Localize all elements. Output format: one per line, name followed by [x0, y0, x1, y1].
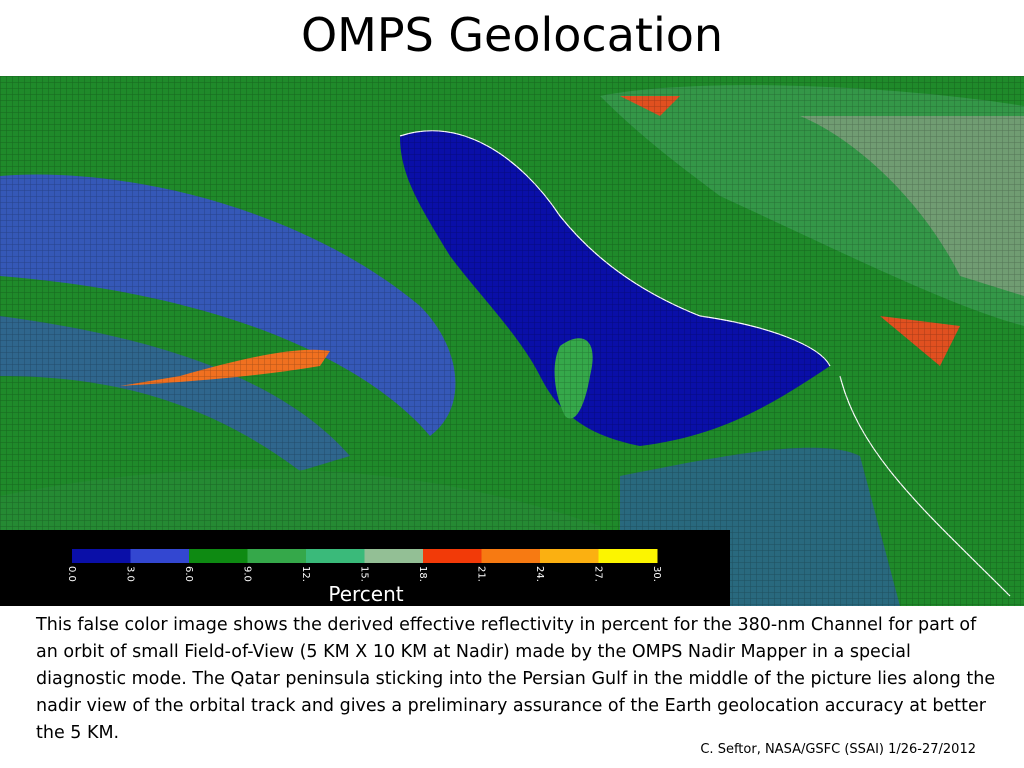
slide-title: OMPS Geolocation [300, 8, 724, 62]
colorbar-segment [540, 549, 599, 563]
colorbar-tick-label: 0.0 [66, 566, 77, 582]
colorbar-segment [598, 549, 658, 563]
colorbar-tick-label: 15. [359, 566, 370, 582]
colorbar-segment [247, 549, 307, 563]
colorbar-segment [130, 549, 190, 563]
caption: This false color image shows the derived… [36, 615, 996, 743]
colorbar-segment [72, 549, 131, 563]
colorbar-segment [423, 549, 482, 563]
colorbar-tick-label: 24. [534, 566, 545, 582]
colorbar-tick-label: 21. [476, 566, 487, 582]
colorbar-segment [306, 549, 365, 563]
colorbar-background [0, 530, 730, 606]
colorbar-segment [364, 549, 424, 563]
colorbar-tick-label: 9.0 [242, 566, 253, 582]
colorbar-tick-label: 3.0 [125, 566, 136, 582]
reflectivity-map: 0.0 3.0 6.0 9.0 12. 15. 18. 21. 24. 27. 30. Percen… [0, 76, 1024, 606]
colorbar-tick-label: 27. [593, 566, 604, 582]
colorbar-tick-label: 12. [300, 566, 311, 582]
credit: C. Seftor, NASA/GSFC (SSAI) 1/26-27/2012 [700, 742, 976, 757]
colorbar-tick-label: 30. [651, 566, 662, 582]
colorbar-tick-label: 18. [417, 566, 428, 582]
colorbar-segment [481, 549, 541, 563]
colorbar-tick-label: 6.0 [183, 566, 194, 582]
colorbar-label: Percent [328, 582, 403, 606]
colorbar-segment [189, 549, 248, 563]
